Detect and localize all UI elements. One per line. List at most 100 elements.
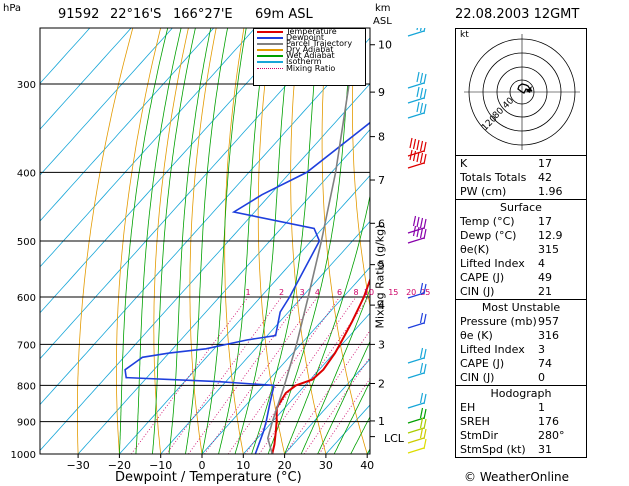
temperature-tick-label: −20 (108, 459, 131, 472)
wind-barb (407, 28, 426, 37)
barb-feather (423, 418, 427, 430)
wind-barb (407, 427, 427, 444)
legend-swatch (257, 37, 283, 40)
pressure-tick-label: 1000 (11, 450, 36, 461)
hodo-label: EH (460, 401, 476, 414)
barb-feather (419, 427, 424, 439)
km-tick-label: 1 (378, 415, 385, 428)
barb-feather (423, 218, 427, 230)
legend-swatch (257, 31, 283, 33)
surface-row: θe(K) 315 (456, 243, 586, 257)
mixing-ratio-line (188, 296, 303, 454)
wet-adiabat-line (201, 28, 247, 454)
surface-value: 17 (538, 215, 552, 228)
legend-swatch (257, 43, 283, 46)
barb-feather (419, 102, 424, 114)
isotherm-line (40, 28, 338, 360)
barb-feather (419, 417, 424, 429)
temperature-tick-labels: −30 −20 −10 0 10 20 30 40 (66, 454, 374, 472)
temperature-tick-label: 40 (360, 459, 374, 472)
hodo-row: SREH 176 (456, 415, 586, 429)
legend-label: Isotherm (286, 57, 322, 67)
mixing-ratio-tick-label: 25 (420, 288, 430, 297)
km-tick-label: 5 (378, 259, 385, 272)
isotherm-line (40, 28, 297, 314)
barb-feather (423, 393, 427, 405)
wet-adiabat-line (234, 28, 292, 454)
barb-feather (419, 140, 424, 152)
barb-feather (416, 71, 420, 83)
hodograph-unit: kt (460, 30, 469, 40)
isotherm-line (40, 37, 370, 406)
wind-barb (407, 312, 427, 329)
surface-label: θe(K) (460, 243, 490, 256)
barb-feather (419, 72, 424, 84)
surface-row: CAPE (J) 49 (456, 271, 586, 285)
wet-adiabat-line (135, 28, 182, 454)
barb-feather (423, 153, 427, 165)
mixing-ratio-tick-label: 2 (279, 288, 284, 297)
barb-feather (423, 313, 427, 325)
x-axis-label: Dewpoint / Temperature (°C) (115, 470, 302, 485)
km-tick-label: 2 (378, 378, 385, 391)
wind-barb (407, 86, 427, 104)
legend: Temperature Dewpoint Parcel Trajectory Dry … (253, 28, 366, 86)
barb-feather (416, 216, 420, 228)
lcl-label: LCL (384, 432, 404, 445)
mu-row: CAPE (J) 74 (456, 357, 586, 371)
hodo-label: SREH (460, 415, 490, 428)
barb-feather (409, 149, 413, 161)
dry-adiabat-line (153, 28, 189, 454)
mixing-ratio-tick-label: 1 (246, 288, 251, 297)
dry-adiabat-line (352, 28, 370, 309)
index-label: Totals Totals (460, 171, 527, 184)
wind-barb (407, 215, 427, 234)
barb-feather (423, 88, 427, 100)
surface-label: CIN (J) (460, 285, 495, 298)
dry-adiabat-line (116, 28, 161, 454)
temperature-line (271, 277, 370, 454)
dewpoint-line (124, 121, 370, 454)
km-tick-label: 3 (378, 338, 385, 351)
index-value: 1.96 (538, 185, 563, 198)
hodo-value: 31 (538, 443, 552, 456)
barb-feather (419, 227, 424, 239)
mu-row: CIN (J) 0 (456, 371, 586, 385)
barb-shaft (407, 30, 425, 37)
legend-item: Dry Adiabat (254, 46, 365, 54)
legend-swatch (257, 67, 283, 69)
barb-feather (423, 283, 427, 295)
barb-shaft (407, 237, 425, 244)
barb-feather (423, 28, 426, 33)
surface-row: Dewp (°C) 12.9 (456, 229, 586, 243)
mixing-ratio-tick-label: 3 (300, 288, 305, 297)
index-row: Totals Totals 42 (456, 171, 586, 185)
surface-row: Lifted Index 4 (456, 257, 586, 271)
km-tick-label: 4 (378, 299, 385, 312)
index-row: PW (cm) 1.96 (456, 185, 586, 199)
mu-value: 74 (538, 357, 552, 370)
km-label: km (375, 3, 391, 14)
barb-feather (416, 139, 420, 151)
surface-value: 4 (538, 257, 545, 270)
mixing-ratio-tick-label: 4 (315, 288, 320, 297)
barb-feather (423, 438, 427, 450)
barb-feather (423, 228, 427, 240)
hodo-row: StmDir 280° (456, 429, 586, 443)
legend-label: Wet Adiabat (286, 51, 335, 61)
surface-label: CAPE (J) (460, 271, 505, 284)
barb-shaft (407, 437, 425, 444)
wet-adiabat-line (152, 28, 196, 454)
barb-feather (409, 137, 413, 149)
hodograph-plot: 120 80 40 (464, 34, 580, 150)
isotherm-line (40, 28, 214, 222)
wet-adiabat-line (185, 28, 228, 454)
mu-value: 3 (538, 343, 545, 356)
pressure-tick-label: 400 (17, 168, 36, 179)
date-time: 22.08.2003 12GMT (455, 7, 580, 22)
pressure-tick-label: 500 (17, 237, 36, 248)
barb-feather (423, 348, 427, 360)
index-row: K 17 (456, 157, 586, 171)
hodograph-trace (517, 83, 533, 94)
barb-feather (419, 312, 424, 324)
